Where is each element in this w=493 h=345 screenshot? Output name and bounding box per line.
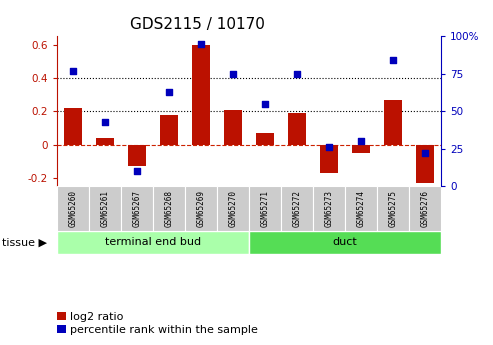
Text: GSM65273: GSM65273 [324,190,334,227]
Bar [409,186,441,231]
Bar [352,145,370,153]
Bar [192,45,210,145]
Text: GSM65268: GSM65268 [164,190,174,227]
Bar [417,145,434,183]
Text: GSM65271: GSM65271 [260,190,270,227]
Bar [281,186,313,231]
Point [101,119,108,125]
Text: GSM65267: GSM65267 [132,190,141,227]
Bar [160,115,177,145]
Bar [96,138,113,145]
Bar [89,186,121,231]
Bar [288,113,306,145]
Bar [313,186,345,231]
Bar [217,186,249,231]
Text: GDS2115 / 10170: GDS2115 / 10170 [130,17,265,32]
Bar [385,100,402,145]
Bar [64,108,81,145]
Point [325,145,333,150]
Bar [128,145,145,166]
Point [165,89,173,95]
Text: GSM65270: GSM65270 [228,190,238,227]
Bar [377,186,409,231]
Bar [57,186,89,231]
Text: GSM65275: GSM65275 [388,190,398,227]
Bar [57,231,249,254]
Bar [345,186,377,231]
Point [261,101,269,107]
Point [229,71,237,77]
Bar [153,186,185,231]
Bar [224,110,242,145]
Point [357,138,365,144]
Text: GSM65276: GSM65276 [421,190,430,227]
Point [389,58,397,63]
Point [421,150,429,156]
Legend: log2 ratio, percentile rank within the sample: log2 ratio, percentile rank within the s… [52,307,262,339]
Point [197,41,205,47]
Text: GSM65272: GSM65272 [292,190,302,227]
Text: duct: duct [333,237,357,247]
Point [69,68,77,73]
Point [133,168,141,174]
Bar [256,133,274,145]
Bar [121,186,153,231]
Bar [320,145,338,173]
Text: tissue ▶: tissue ▶ [2,237,47,247]
Text: GSM65260: GSM65260 [68,190,77,227]
Point [293,71,301,77]
Bar [249,186,281,231]
Text: terminal end bud: terminal end bud [105,237,201,247]
Text: GSM65274: GSM65274 [356,190,366,227]
Text: GSM65269: GSM65269 [196,190,206,227]
Bar [249,231,441,254]
Bar [185,186,217,231]
Text: GSM65261: GSM65261 [100,190,109,227]
